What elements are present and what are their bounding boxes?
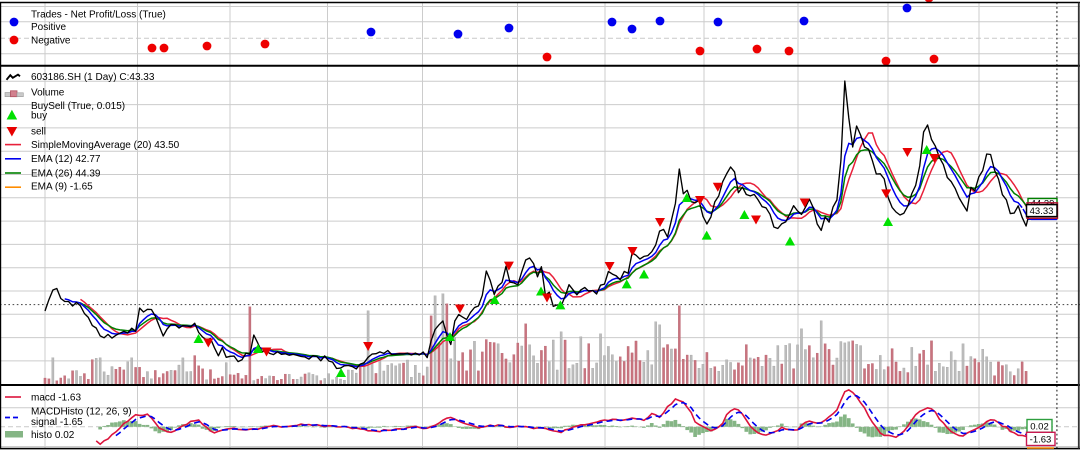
svg-text:Volume: Volume	[31, 88, 65, 99]
svg-text:sell: sell	[31, 127, 46, 138]
svg-text:histo 0.02: histo 0.02	[31, 430, 75, 441]
svg-text:43.33: 43.33	[1030, 206, 1054, 217]
svg-text:macd -1.63: macd -1.63	[31, 393, 81, 404]
svg-text:0.02: 0.02	[1030, 421, 1049, 432]
svg-text:SimpleMovingAverage (20) 43.50: SimpleMovingAverage (20) 43.50	[31, 140, 180, 151]
svg-text:EMA (26) 44.39: EMA (26) 44.39	[31, 168, 101, 179]
svg-text:signal -1.65: signal -1.65	[31, 417, 83, 428]
svg-text:Trades - Net Profit/Loss (True: Trades - Net Profit/Loss (True)	[31, 10, 166, 21]
svg-text:-1.63: -1.63	[1030, 434, 1052, 445]
svg-text:Negative: Negative	[31, 36, 71, 47]
svg-text:EMA (12) 42.77: EMA (12) 42.77	[31, 154, 101, 165]
svg-text:EMA (9) -1.65: EMA (9) -1.65	[31, 182, 93, 193]
svg-text:buy: buy	[31, 111, 47, 122]
svg-text:MACDHisto (12, 26, 9): MACDHisto (12, 26, 9)	[31, 407, 132, 418]
svg-text:Positive: Positive	[31, 22, 66, 33]
svg-text:603186.SH (1 Day) C:43.33: 603186.SH (1 Day) C:43.33	[31, 72, 155, 83]
